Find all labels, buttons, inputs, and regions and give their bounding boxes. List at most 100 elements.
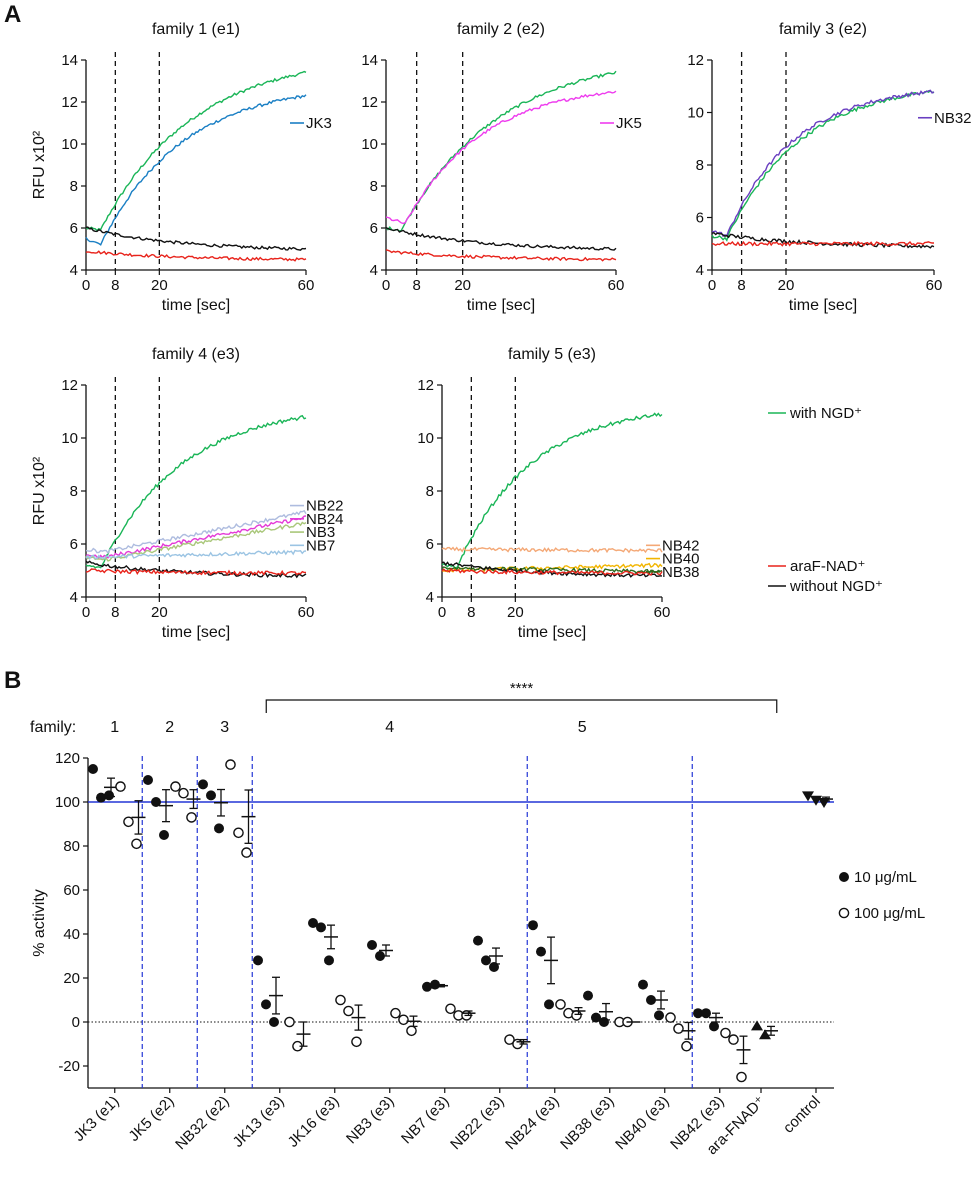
y-tick-label: 6: [426, 536, 434, 553]
series-with: [711, 90, 935, 242]
x-axis-label: time [sec]: [789, 297, 857, 314]
series-araf: [711, 240, 934, 247]
point-10ug: [709, 1021, 719, 1032]
x-axis-label: time [sec]: [162, 624, 230, 641]
series-label-JK5: JK5: [616, 115, 642, 132]
series-araf: [85, 568, 307, 576]
y-tick-label: 8: [696, 157, 704, 174]
legend-100ug-marker: [838, 907, 850, 919]
y-tick-label: 8: [426, 483, 434, 500]
category-label: NB7 (e3): [398, 1093, 452, 1147]
y-tick-label: 12: [61, 94, 78, 111]
x-tick-label: 20: [778, 277, 795, 294]
point-10ug: [646, 995, 656, 1005]
point-10ug: [206, 790, 216, 801]
y-tick-label: 12: [361, 94, 378, 111]
y-tick-label: 12: [417, 377, 434, 394]
series-JK3: [85, 94, 307, 246]
y-tick-label: 8: [70, 483, 78, 500]
point-100ug: [673, 1023, 684, 1034]
y-tick-label: 10: [361, 136, 378, 153]
x-axis-label: time [sec]: [467, 297, 535, 314]
y-tick-label: 100: [55, 794, 80, 811]
point-10ug: [367, 940, 377, 950]
y-tick-label: 12: [61, 377, 78, 394]
y-tick-label: 4: [70, 262, 78, 279]
y-tick-label: 4: [70, 589, 78, 606]
x-tick-label: 8: [737, 277, 745, 294]
point-10ug: [253, 955, 263, 966]
point-10ug: [316, 922, 326, 933]
series-label-NB7: NB7: [306, 537, 335, 554]
y-tick-label: 120: [55, 750, 80, 767]
point-100ug: [504, 1034, 515, 1045]
point-10ug: [583, 990, 593, 1001]
category-label: JK5 (e2): [125, 1093, 177, 1145]
point-10ug: [151, 797, 161, 807]
category-label: NB40 (e3): [612, 1093, 672, 1153]
point-10ug: [536, 946, 546, 957]
legend-10ug-marker: [839, 872, 849, 882]
point-100ug: [728, 1034, 739, 1045]
family-label: 1: [110, 719, 119, 736]
point-100ug: [445, 1003, 456, 1015]
series-with: [441, 412, 663, 569]
significance-bracket: [265, 699, 778, 713]
x-tick-label: 8: [111, 277, 119, 294]
point-100ug: [241, 847, 252, 858]
chart-title: family 4 (e3): [152, 346, 240, 363]
point-100ug: [398, 1014, 409, 1026]
y-tick-label: 40: [63, 926, 80, 943]
x-tick-label: 60: [926, 277, 943, 294]
point-10ug: [104, 790, 114, 801]
point-100ug: [681, 1040, 692, 1052]
point-100ug: [555, 999, 566, 1010]
point-10ug: [88, 764, 98, 774]
category-label: JK3 (e1): [70, 1093, 122, 1145]
point-100ug: [736, 1071, 747, 1083]
y-tick-label: 14: [61, 52, 78, 69]
y-tick-label: 12: [687, 52, 704, 69]
category-label: NB3 (e3): [343, 1093, 397, 1147]
y-tick-label: 14: [361, 52, 378, 69]
point-10ug: [375, 951, 385, 961]
x-tick-label: 0: [438, 604, 446, 621]
series-label-NB40: NB40: [662, 551, 700, 568]
point-10ug: [324, 955, 334, 966]
point-10ug: [693, 1008, 703, 1019]
point-100ug: [406, 1025, 417, 1037]
point-10ug: [473, 935, 483, 946]
category-label: NB22 (e3): [447, 1093, 507, 1153]
family-label: 4: [385, 719, 394, 736]
significance-stars: ****: [510, 680, 534, 697]
y-tick-label: 80: [63, 838, 80, 855]
point-10ug: [544, 999, 554, 1010]
series-with: [85, 70, 307, 232]
series-label-NB24: NB24: [306, 511, 344, 528]
y-tick-label: 10: [61, 430, 78, 447]
category-label: control: [780, 1093, 824, 1137]
point-100ug: [571, 1010, 582, 1021]
y-axis-label: % activity: [31, 889, 48, 957]
series-label-NB22: NB22: [306, 498, 344, 515]
point-10ug: [528, 920, 538, 931]
series-label-NB38: NB38: [662, 564, 700, 581]
panel-label-b: B: [4, 667, 21, 694]
x-tick-label: 60: [298, 277, 315, 294]
chart-title: family 5 (e3): [508, 346, 596, 363]
point-100ug: [233, 827, 244, 839]
x-tick-label: 60: [298, 604, 315, 621]
y-tick-label: -20: [58, 1058, 80, 1075]
family-caption: family:: [30, 719, 76, 736]
point-100ug: [390, 1007, 401, 1019]
legend-with-label: with NGD⁺: [789, 405, 862, 422]
line-chart-2: family 2 (e2) 4 6 8 10 12 14 0 8 20 60 time [sec] JK…: [361, 21, 642, 314]
x-tick-label: 0: [82, 277, 90, 294]
point-10ug: [599, 1017, 609, 1027]
x-tick-label: 8: [412, 277, 420, 294]
series-NB22: [85, 509, 307, 555]
legend-araf-label: araF-NAD⁺: [790, 558, 865, 575]
legend-100ug-label: 100 μg/mL: [854, 905, 925, 922]
series-without: [85, 226, 307, 251]
